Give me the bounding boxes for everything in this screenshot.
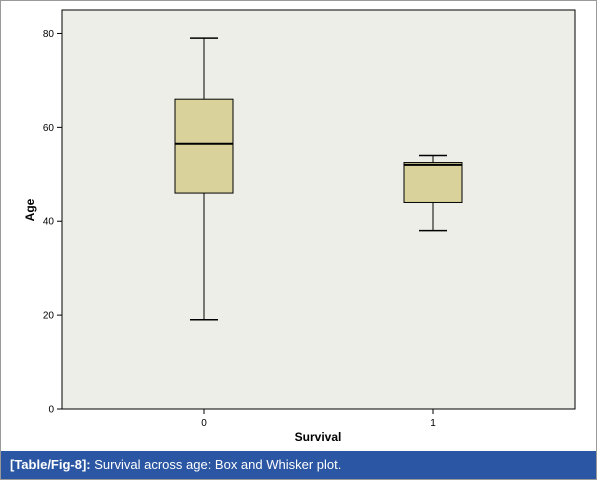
y-tick-label: 20 xyxy=(43,311,55,322)
boxes xyxy=(174,37,463,321)
y-tick-label: 0 xyxy=(48,405,54,416)
y-axis: 0 20 40 60 80 xyxy=(43,29,62,416)
x-tick-label: 0 xyxy=(201,418,207,429)
box-group-survival-0 xyxy=(174,37,234,321)
caption-text: Survival across age: Box and Whisker plo… xyxy=(90,457,342,472)
x-tick-label: 1 xyxy=(430,418,436,429)
box-group-survival-1 xyxy=(403,154,463,232)
y-axis-title: Age xyxy=(23,198,37,221)
y-tick-label: 60 xyxy=(43,123,55,134)
iqr-box xyxy=(403,162,463,203)
plot-area xyxy=(61,9,576,410)
figure-caption: [Table/Fig-8]: Survival across age: Box … xyxy=(1,451,596,479)
y-tick-label: 80 xyxy=(43,29,55,40)
x-axis-title: Survival xyxy=(295,430,342,444)
caption-tag: [Table/Fig-8]: xyxy=(10,457,91,472)
y-tick-label: 40 xyxy=(43,217,55,228)
iqr-box xyxy=(174,98,234,194)
